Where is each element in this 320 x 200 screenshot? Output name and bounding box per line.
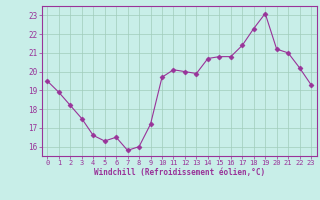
- X-axis label: Windchill (Refroidissement éolien,°C): Windchill (Refroidissement éolien,°C): [94, 168, 265, 177]
